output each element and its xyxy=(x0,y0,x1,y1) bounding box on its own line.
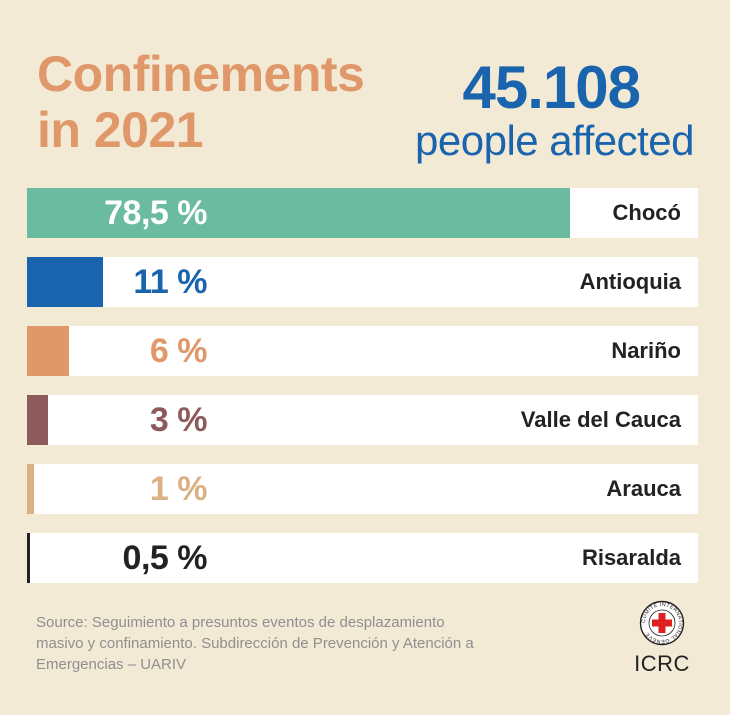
source-note: Source: Seguimiento a presuntos eventos … xyxy=(36,614,474,673)
chart-title: Confinements in 2021 xyxy=(37,46,365,158)
people-affected-number: 45.108 xyxy=(462,54,641,121)
people-affected-caption: people affected xyxy=(415,117,694,164)
bar xyxy=(27,188,570,238)
red-cross-seal-icon: COMITE INTERNATIONAL GENEVE xyxy=(639,600,685,646)
bar-row: 11 % Antioquia xyxy=(27,257,698,307)
bar xyxy=(27,464,34,514)
bar xyxy=(27,395,48,445)
bar-value-label: 11 % xyxy=(133,263,207,301)
bar-row: 6 % Nariño xyxy=(27,326,698,376)
bar-value-label: 6 % xyxy=(149,332,208,370)
bar-category-label: Antioquia xyxy=(579,269,681,294)
bar xyxy=(27,257,103,307)
bar-category-label: Nariño xyxy=(611,338,681,363)
bar-chart: 78,5 % Chocó 11 % Antioquia 6 % Nariño 3 % Vall… xyxy=(27,188,698,602)
bar-value-label: 78,5 % xyxy=(104,194,207,232)
bar-value-label: 0,5 % xyxy=(122,539,208,577)
bar xyxy=(27,326,69,376)
bar-row: 3 % Valle del Cauca xyxy=(27,395,698,445)
bar-category-label: Arauca xyxy=(606,476,681,501)
title-line-1: Confinements xyxy=(37,46,365,102)
bar-value-label: 1 % xyxy=(149,470,208,508)
bar-row: 0,5 % Risaralda xyxy=(27,533,698,583)
bar xyxy=(27,533,30,583)
icrc-logo: COMITE INTERNATIONAL GENEVE ICRC xyxy=(630,600,694,677)
bar-value-label: 3 % xyxy=(149,401,208,439)
bar-category-label: Valle del Cauca xyxy=(520,407,681,432)
icrc-logo-text: ICRC xyxy=(634,651,690,676)
bar-row: 78,5 % Chocó xyxy=(27,188,698,238)
title-line-2: in 2021 xyxy=(37,102,204,158)
bar-category-label: Chocó xyxy=(612,200,681,225)
bar-row: 1 % Arauca xyxy=(27,464,698,514)
bar-category-label: Risaralda xyxy=(581,545,681,570)
